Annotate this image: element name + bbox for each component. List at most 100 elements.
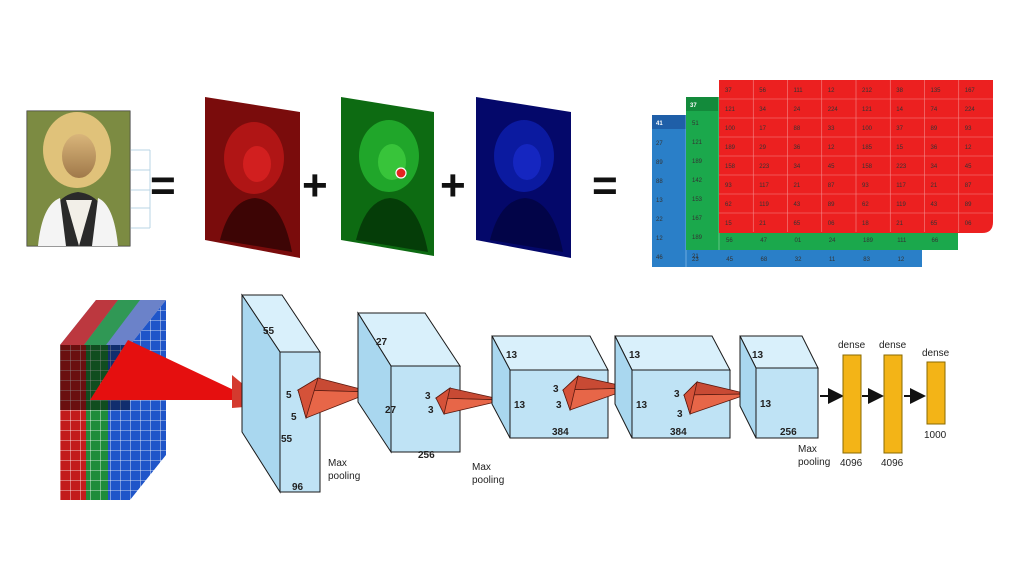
conv1-width-label: 55 bbox=[281, 434, 293, 445]
pool3-label-line2: pooling bbox=[798, 457, 830, 468]
red-matrix-cell: 43 bbox=[931, 202, 938, 208]
red-matrix-cell: 224 bbox=[965, 107, 976, 113]
blue-matrix-cell: 83 bbox=[863, 257, 870, 263]
dense3-block bbox=[926, 361, 946, 425]
blue-matrix-cell: 22 bbox=[656, 217, 663, 223]
conv4-kernel-w: 3 bbox=[677, 409, 683, 420]
red-matrix-cell: 14 bbox=[896, 107, 903, 113]
conv4-width-label: 13 bbox=[636, 400, 648, 411]
portrait-photo bbox=[26, 110, 131, 247]
red-matrix-cell: 89 bbox=[828, 202, 835, 208]
red-matrix-cell: 12 bbox=[828, 88, 835, 94]
green-matrix-cell: 189 bbox=[692, 235, 703, 241]
conv1-kernel-h: 5 bbox=[286, 390, 292, 401]
red-matrix-cell: 93 bbox=[862, 183, 869, 189]
red-matrix-cell: 34 bbox=[931, 164, 938, 170]
red-matrix-cell: 62 bbox=[725, 202, 732, 208]
red-matrix-cell: 100 bbox=[862, 126, 873, 132]
red-matrix-cell: 224 bbox=[828, 107, 839, 113]
conv5-depth-label: 256 bbox=[780, 427, 797, 438]
red-matrix-cell: 121 bbox=[725, 107, 736, 113]
pool1-label: Max pooling bbox=[328, 458, 360, 482]
red-matrix-cell: 21 bbox=[759, 221, 766, 227]
green-matrix-cell: 01 bbox=[795, 238, 802, 244]
blue-matrix-cell: 12 bbox=[656, 236, 663, 242]
conv4-depth-label: 384 bbox=[670, 427, 687, 438]
blue-channel-image bbox=[476, 97, 571, 258]
plus-sign-2: + bbox=[440, 161, 466, 210]
red-matrix-cell: 21 bbox=[794, 183, 801, 189]
red-channel-image bbox=[205, 97, 300, 258]
conv5-layer bbox=[739, 335, 819, 439]
red-matrix: 37 56 111 12 212 38 135 167 121 34 24 224 121 14 74 224… bbox=[719, 80, 993, 233]
blue-matrix-cell: 12 bbox=[898, 257, 905, 263]
red-matrix-cell: 24 bbox=[794, 107, 801, 113]
conv3-depth-label: 384 bbox=[552, 427, 569, 438]
red-matrix-cell: 37 bbox=[896, 126, 903, 132]
blue-matrix-cell: 68 bbox=[761, 257, 768, 263]
conv3-kernel-w: 3 bbox=[556, 400, 562, 411]
green-matrix-cell: 189 bbox=[692, 159, 703, 165]
pool3-label-line1: Max bbox=[798, 444, 817, 455]
conv1-kernel-w: 5 bbox=[291, 412, 297, 423]
conv2-kernel-h: 3 bbox=[425, 391, 431, 402]
equals-sign-1: = bbox=[150, 161, 176, 210]
red-matrix-cell: 38 bbox=[896, 88, 903, 94]
red-matrix-cell: 15 bbox=[725, 221, 732, 227]
red-matrix-cell: 88 bbox=[794, 126, 801, 132]
plus-sign-1: + bbox=[302, 161, 328, 210]
blue-matrix-cell: 46 bbox=[656, 255, 663, 261]
red-matrix-cell: 06 bbox=[828, 221, 835, 227]
conv4-kernel bbox=[683, 380, 749, 416]
dense1-block bbox=[842, 354, 862, 454]
conv2-height-label: 27 bbox=[376, 337, 388, 348]
red-matrix-cell: 117 bbox=[896, 183, 906, 189]
photo-grid-lines bbox=[131, 149, 151, 229]
conv2-width-label: 27 bbox=[385, 405, 397, 416]
green-matrix-cell: 21 bbox=[692, 254, 699, 260]
green-matrix-header: 37 bbox=[690, 103, 697, 109]
dense3-label: dense bbox=[922, 348, 950, 359]
blue-matrix-cell: 23 bbox=[692, 257, 699, 263]
red-matrix-cell: 62 bbox=[862, 202, 869, 208]
green-matrix-cell: 24 bbox=[829, 238, 836, 244]
blue-matrix-cell: 89 bbox=[656, 160, 663, 166]
dense2-label: dense bbox=[879, 340, 907, 351]
green-matrix-cell: 47 bbox=[760, 238, 767, 244]
red-matrix-cell: 36 bbox=[931, 145, 938, 151]
red-matrix-cell: 189 bbox=[725, 145, 736, 151]
pool1-label-line1: Max bbox=[328, 458, 347, 469]
red-matrix-cell: 158 bbox=[862, 164, 873, 170]
red-matrix-cell: 185 bbox=[862, 145, 873, 151]
blue-matrix-cell: 45 bbox=[726, 257, 733, 263]
green-matrix-cell: 56 bbox=[726, 238, 733, 244]
dense3-size: 1000 bbox=[924, 430, 947, 441]
red-matrix-cell: 34 bbox=[794, 164, 801, 170]
red-matrix-cell: 45 bbox=[965, 164, 972, 170]
blue-matrix-header: 41 bbox=[656, 121, 663, 127]
conv2-depth-label: 256 bbox=[418, 450, 435, 461]
dense1-size: 4096 bbox=[840, 458, 863, 469]
pool2-label-line2: pooling bbox=[472, 475, 504, 486]
conv5-width-label: 13 bbox=[760, 399, 772, 410]
pool3-label: Max pooling bbox=[798, 444, 830, 468]
conv1-height-label: 55 bbox=[263, 326, 275, 337]
red-matrix-cell: 93 bbox=[965, 126, 972, 132]
green-matrix-cell: 142 bbox=[692, 178, 703, 184]
red-matrix-cell: 37 bbox=[725, 88, 732, 94]
red-matrix-cell: 100 bbox=[725, 126, 736, 132]
conv3-layer bbox=[491, 335, 609, 439]
red-matrix-cell: 93 bbox=[725, 183, 732, 189]
conv4-kernel-h: 3 bbox=[674, 389, 680, 400]
red-matrix-cell: 89 bbox=[965, 202, 972, 208]
pool2-label: Max pooling bbox=[472, 462, 504, 486]
blue-matrix-cell: 13 bbox=[656, 198, 663, 204]
red-matrix-cell: 119 bbox=[896, 202, 906, 208]
red-matrix-cell: 89 bbox=[931, 126, 938, 132]
red-matrix-cell: 17 bbox=[759, 126, 766, 132]
red-matrix-cell: 135 bbox=[931, 88, 942, 94]
red-matrix-cell: 223 bbox=[896, 164, 907, 170]
blue-matrix-cell: 88 bbox=[656, 179, 663, 185]
red-matrix-cell: 87 bbox=[828, 183, 835, 189]
